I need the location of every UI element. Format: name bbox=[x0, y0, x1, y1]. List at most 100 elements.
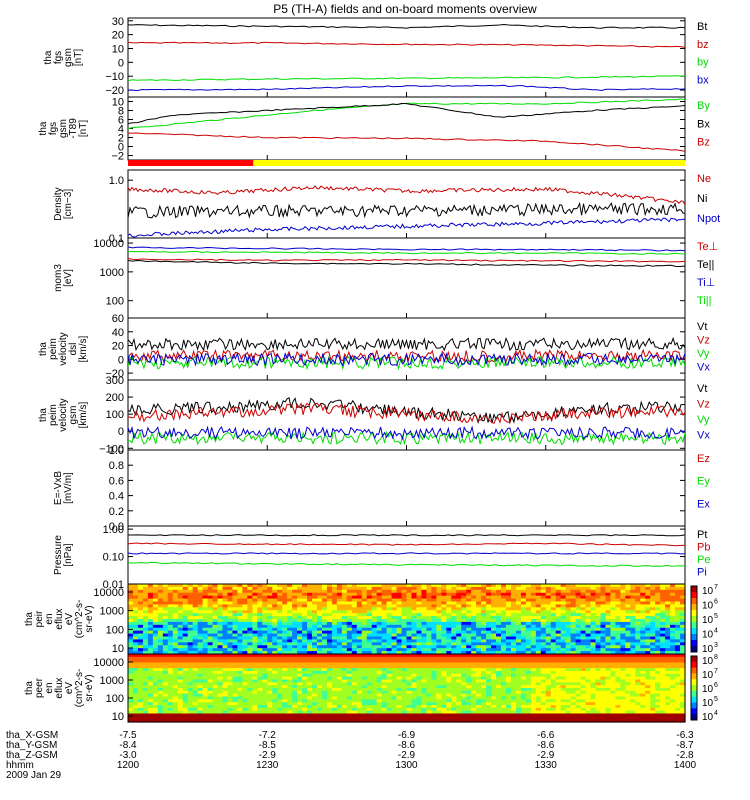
spectrogram-cell bbox=[655, 688, 661, 692]
spectrogram-cell bbox=[555, 659, 562, 664]
spectrogram-cell bbox=[336, 598, 343, 603]
spectrogram-cell bbox=[396, 685, 403, 689]
spectrogram-cell bbox=[217, 633, 224, 638]
spectrogram-cell bbox=[302, 685, 308, 689]
spectrogram-cell bbox=[356, 616, 363, 620]
spectrogram-cell bbox=[376, 586, 383, 591]
spectrogram-cell bbox=[446, 690, 452, 695]
spectrogram-cell bbox=[426, 613, 432, 617]
spectrogram-cell bbox=[252, 688, 258, 692]
spectrogram-cell bbox=[610, 639, 616, 643]
spectrogram-cell bbox=[510, 595, 517, 600]
spectrogram-cell bbox=[262, 610, 268, 614]
spectrogram-cell bbox=[441, 639, 447, 643]
spectrogram-cell bbox=[137, 662, 144, 666]
spectrogram-cell bbox=[545, 619, 552, 623]
spectrogram-cell bbox=[550, 624, 557, 629]
spectrogram-cell bbox=[431, 627, 437, 632]
spectrogram-cell bbox=[232, 693, 239, 698]
spectrogram-cell bbox=[172, 682, 179, 686]
spectrogram-cell bbox=[570, 584, 577, 588]
spectrogram-cell bbox=[660, 598, 666, 603]
spectrogram-cell bbox=[356, 656, 363, 661]
spectrogram-cell bbox=[381, 699, 388, 703]
spectrogram-cell bbox=[525, 648, 532, 652]
spectrogram-cell bbox=[351, 584, 358, 588]
spectrogram-cell bbox=[167, 673, 174, 678]
spectrogram-cell bbox=[635, 636, 641, 641]
spectrogram-cell bbox=[615, 685, 621, 689]
spectrogram-cell bbox=[341, 584, 348, 588]
spectrogram-cell bbox=[177, 682, 184, 686]
spectrogram-cell bbox=[550, 598, 557, 603]
spectrogram-cell bbox=[451, 696, 457, 700]
spectrogram-cell bbox=[500, 589, 507, 594]
spectrogram-cell bbox=[292, 679, 298, 683]
spectrogram-cell bbox=[277, 690, 283, 695]
spectrogram-cell bbox=[391, 696, 398, 700]
spectrogram-cell bbox=[555, 598, 562, 603]
spectrogram-cell bbox=[496, 685, 502, 689]
spectrogram-cell bbox=[312, 613, 318, 617]
spectrogram-cell bbox=[625, 651, 631, 655]
spectrogram-cell bbox=[292, 604, 298, 608]
spectrogram-cell bbox=[287, 604, 293, 608]
spectrogram-cell bbox=[197, 613, 204, 617]
spectrogram-cell bbox=[550, 651, 557, 655]
spectrogram-cell bbox=[242, 665, 248, 669]
spectrogram-cell bbox=[287, 651, 293, 655]
spectrogram-cell bbox=[431, 645, 437, 649]
spectrogram-cell bbox=[391, 665, 398, 669]
spectrogram-cell bbox=[545, 607, 552, 611]
spectrogram-cell bbox=[570, 613, 577, 617]
spectrogram-cell bbox=[595, 621, 602, 626]
spectrogram-cell bbox=[675, 696, 681, 700]
spectrogram-cell bbox=[436, 662, 442, 666]
spectrogram-cell bbox=[371, 627, 378, 632]
spectrogram-cell bbox=[356, 651, 363, 655]
spectrogram-cell bbox=[272, 671, 278, 675]
spectrogram-cell bbox=[376, 668, 383, 672]
spectrogram-cell bbox=[222, 656, 229, 661]
spectrogram-cell bbox=[446, 651, 452, 655]
spectrogram-cell bbox=[277, 624, 283, 629]
spectrogram-cell bbox=[436, 651, 442, 655]
spectrogram-cell bbox=[376, 662, 383, 666]
spectrogram-cell bbox=[431, 595, 437, 600]
spectrogram-cell bbox=[152, 592, 159, 597]
spectrogram-cell bbox=[560, 633, 567, 638]
spectrogram-cell bbox=[436, 668, 442, 672]
spectrogram-cell bbox=[137, 613, 144, 617]
spectrogram-cell bbox=[396, 690, 403, 695]
spectrogram-cell bbox=[292, 690, 298, 695]
spectrogram-cell bbox=[187, 633, 194, 638]
spectrogram-cell bbox=[401, 699, 408, 703]
spectrogram-cell bbox=[232, 671, 239, 675]
spectrogram-cell bbox=[461, 662, 467, 666]
spectrogram-cell bbox=[247, 639, 253, 643]
ytick-label: 100 bbox=[106, 624, 124, 636]
spectrogram-cell bbox=[406, 676, 413, 681]
spectrogram-cell bbox=[570, 621, 577, 626]
spectrogram-cell bbox=[550, 627, 557, 632]
spectrogram-cell bbox=[540, 693, 547, 698]
spectrogram-cell bbox=[545, 633, 552, 638]
spectrogram-cell bbox=[515, 613, 522, 617]
spectrogram-cell bbox=[605, 589, 611, 594]
spectrogram-cell bbox=[351, 659, 358, 664]
spectrogram-cell bbox=[535, 598, 542, 603]
spectrogram-cell bbox=[217, 696, 224, 700]
spectrogram-cell bbox=[481, 690, 487, 695]
spectrogram-cell bbox=[147, 636, 154, 641]
spectrogram-cell bbox=[381, 639, 388, 643]
spectrogram-cell bbox=[316, 595, 323, 600]
spectrogram-cell bbox=[585, 659, 592, 664]
spectrogram-cell bbox=[491, 671, 497, 675]
spectrogram-cell bbox=[227, 702, 234, 706]
spectrogram-cell bbox=[605, 630, 611, 635]
spectrogram-cell bbox=[416, 610, 423, 614]
spectrogram-cell bbox=[262, 642, 268, 646]
spectrogram-cell bbox=[605, 690, 611, 695]
spectrogram-cell bbox=[421, 656, 427, 661]
